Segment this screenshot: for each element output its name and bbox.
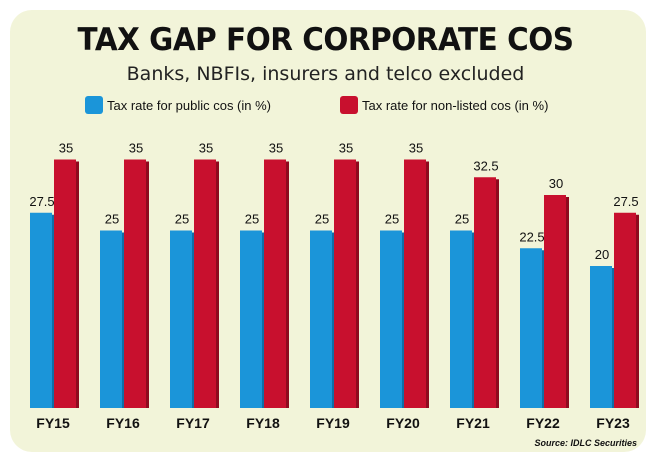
legend-item-public: Tax rate for public cos (in %) [85, 96, 271, 114]
data-label: 35 [59, 141, 73, 156]
bar-public-FY19 [310, 230, 332, 408]
data-label: 25 [105, 212, 119, 227]
data-label: 27.5 [613, 194, 638, 209]
data-label: 22.5 [519, 229, 544, 244]
data-label: 25 [385, 212, 399, 227]
data-label: 32.5 [473, 158, 498, 173]
x-tick-label: FY23 [596, 415, 630, 431]
data-label: 35 [129, 141, 143, 156]
chart-subtitle: Banks, NBFIs, insurers and telco exclude… [126, 63, 525, 85]
bar-nonlisted-FY16 [124, 159, 146, 408]
data-label: 20 [595, 247, 609, 262]
bar-public-FY17 [170, 230, 192, 408]
bar-nonlisted-FY18 [264, 159, 286, 408]
bar-public-FY22 [520, 248, 542, 408]
data-label: 25 [245, 212, 259, 227]
legend-label-nonlisted: Tax rate for non-listed cos (in %) [362, 97, 549, 113]
x-tick-label: FY20 [386, 415, 420, 431]
bar-nonlisted-FY19 [334, 159, 356, 408]
data-label: 25 [175, 212, 189, 227]
x-tick-label: FY18 [246, 415, 280, 431]
bar-public-FY23 [590, 266, 612, 408]
bar-nonlisted-FY20 [404, 159, 426, 408]
legend-swatch-public [85, 96, 103, 114]
legend-item-nonlisted: Tax rate for non-listed cos (in %) [340, 96, 548, 114]
bar-public-FY21 [450, 230, 472, 408]
source-note: Source: IDLC Securities [534, 438, 637, 448]
data-label: 35 [339, 141, 353, 156]
bar-nonlisted-FY23 [614, 212, 636, 408]
bar-nonlisted-FY15 [54, 159, 76, 408]
bar-public-FY18 [240, 230, 262, 408]
bar-public-FY20 [380, 230, 402, 408]
data-label: 27.5 [29, 194, 54, 209]
x-tick-label: FY21 [456, 415, 490, 431]
legend-label-public: Tax rate for public cos (in %) [107, 97, 272, 113]
x-tick-label: FY15 [36, 415, 70, 431]
x-tick-label: FY17 [176, 415, 210, 431]
bar-public-FY16 [100, 230, 122, 408]
bar-nonlisted-FY22 [544, 195, 566, 408]
bar-public-FY15 [30, 212, 52, 408]
data-label: 35 [269, 141, 283, 156]
data-label: 35 [199, 141, 213, 156]
chart-title: TAX GAP FOR CORPORATE COS [77, 22, 574, 58]
bar-nonlisted-FY17 [194, 159, 216, 408]
x-tick-label: FY22 [526, 415, 560, 431]
data-label: 35 [409, 141, 423, 156]
x-tick-label: FY16 [106, 415, 140, 431]
data-label: 25 [315, 212, 329, 227]
bar-nonlisted-FY21 [474, 177, 496, 408]
data-label: 25 [455, 212, 469, 227]
x-tick-label: FY19 [316, 415, 350, 431]
legend-swatch-nonlisted [340, 96, 358, 114]
data-label: 30 [549, 176, 563, 191]
